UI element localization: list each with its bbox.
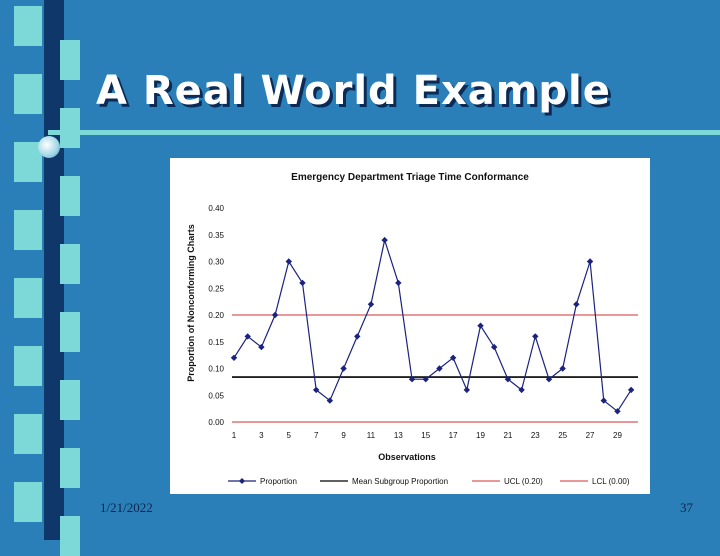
x-tick-label: 7 (314, 431, 319, 440)
y-tick-label: 0.15 (208, 338, 224, 347)
data-point (395, 279, 402, 287)
legend-label: Proportion (260, 477, 297, 486)
data-point (627, 386, 635, 394)
data-point (600, 397, 607, 404)
data-point (449, 354, 457, 361)
data-point (436, 365, 443, 372)
y-axis-ticks: 0.00 0.05 0.10 0.15 0.20 0.25 0.30 0.35 0.40 (208, 204, 224, 427)
stripe-square (14, 74, 42, 114)
x-axis-label: Observations (378, 452, 436, 462)
data-point (285, 258, 292, 265)
y-tick-label: 0.35 (208, 231, 224, 240)
stripe-square (14, 482, 42, 522)
data-point (463, 386, 471, 394)
legend-marker-icon (239, 478, 245, 484)
stripe-square (14, 6, 42, 46)
legend-label: Mean Subgroup Proportion (352, 477, 448, 486)
x-tick-label: 15 (421, 431, 430, 440)
chart-title: Emergency Department Triage Time Conform… (291, 172, 529, 183)
data-point (559, 365, 566, 372)
stripe-square (60, 380, 80, 420)
data-point (312, 386, 320, 394)
data-point (340, 365, 347, 372)
stripe-square (14, 142, 42, 182)
series-proportion (230, 236, 635, 415)
stripe-square (60, 448, 80, 488)
stripe-square (60, 40, 80, 80)
stripe-square (14, 210, 42, 250)
slide-title: A Real World Example (96, 68, 611, 114)
stripe-square (14, 414, 42, 454)
x-tick-label: 1 (232, 431, 237, 440)
y-tick-label: 0.30 (208, 258, 224, 267)
stripe-square (14, 278, 42, 318)
x-tick-label: 27 (586, 431, 595, 440)
x-tick-label: 13 (394, 431, 403, 440)
slide-page-number: 37 (680, 500, 693, 515)
x-tick-label: 9 (341, 431, 346, 440)
stripe-square (60, 516, 80, 556)
stripe-square (14, 346, 42, 386)
legend-label: LCL (0.00) (592, 477, 630, 486)
data-point (477, 322, 484, 329)
x-tick-label: 5 (287, 431, 292, 440)
data-point (367, 301, 375, 308)
x-axis-ticks: 1 3 5 7 9 11 13 15 17 19 21 23 25 27 29 (232, 431, 623, 440)
data-point (573, 301, 580, 308)
y-tick-label: 0.20 (208, 311, 224, 320)
x-tick-label: 29 (613, 431, 622, 440)
stripe-square (60, 108, 80, 148)
data-point (408, 376, 416, 383)
data-point (491, 343, 498, 351)
left-dark-band (44, 0, 64, 540)
divider-bullet-icon (38, 136, 60, 158)
chart-legend: Proportion Mean Subgroup Proportion UCL (0… (228, 477, 630, 486)
data-point (271, 311, 279, 319)
data-point (381, 236, 388, 244)
x-tick-label: 21 (503, 431, 512, 440)
x-tick-label: 3 (259, 431, 264, 440)
reference-lines (232, 314, 638, 423)
x-tick-label: 17 (449, 431, 458, 440)
title-divider (48, 130, 720, 135)
y-tick-label: 0.10 (208, 365, 224, 374)
data-point (354, 333, 361, 340)
data-point (422, 376, 429, 383)
data-point (545, 376, 553, 383)
x-tick-label: 19 (476, 431, 485, 440)
legend-label: UCL (0.20) (504, 477, 543, 486)
y-axis-label: Proportion of Nonconforming Charts (186, 224, 196, 382)
data-point (614, 408, 621, 415)
data-point (299, 279, 306, 287)
data-point (230, 354, 238, 361)
chart-panel: Emergency Department Triage Time Conform… (170, 158, 650, 494)
y-tick-label: 0.00 (208, 418, 224, 427)
stripe-square (60, 244, 80, 284)
data-point (532, 333, 539, 340)
x-tick-label: 23 (531, 431, 540, 440)
y-tick-label: 0.25 (208, 284, 224, 293)
y-tick-label: 0.40 (208, 204, 224, 213)
stripe-square (60, 176, 80, 216)
y-tick-label: 0.05 (208, 391, 224, 400)
data-point (586, 258, 594, 265)
control-chart: Emergency Department Triage Time Conform… (186, 172, 638, 486)
data-point (258, 343, 265, 351)
series-line (233, 237, 632, 413)
x-tick-label: 25 (558, 431, 567, 440)
slide-date: 1/21/2022 (100, 500, 153, 515)
x-tick-label: 11 (367, 431, 376, 440)
data-point (504, 376, 512, 383)
stripe-square (60, 312, 80, 352)
